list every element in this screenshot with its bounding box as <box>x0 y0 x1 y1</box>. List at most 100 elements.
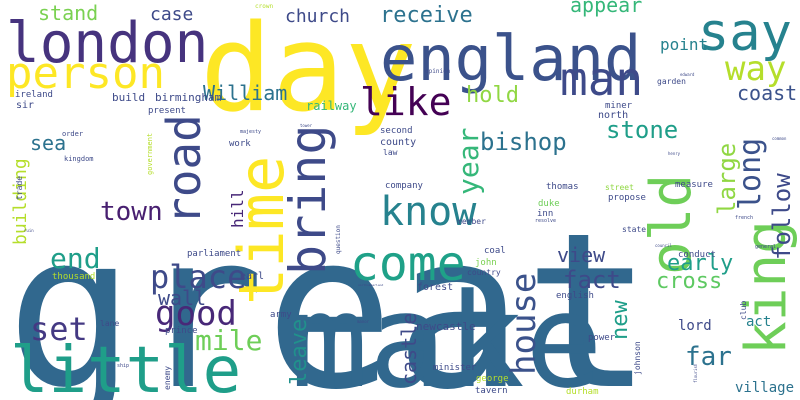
word-act: act <box>746 314 771 330</box>
word-lord: lord <box>678 318 712 334</box>
word-view: view <box>557 243 606 267</box>
word-day: day <box>200 0 417 139</box>
word-company: company <box>385 181 424 191</box>
word-church: church <box>285 6 350 27</box>
word-birmingham: birmingham <box>155 91 222 104</box>
word-johnson: johnson <box>633 341 642 375</box>
word-edward: edward <box>680 72 695 77</box>
word-crown: crown <box>255 3 273 10</box>
word-northumberland: northumberland <box>358 283 383 287</box>
word-good: good <box>155 294 237 334</box>
word-newcastle: newcastle <box>416 320 476 333</box>
word-long: long <box>733 138 768 210</box>
word-law: law <box>383 148 398 157</box>
word-tower: tower <box>300 123 313 128</box>
word-member: member <box>457 217 486 226</box>
word-english: english <box>556 291 594 301</box>
word-club: club <box>739 301 748 320</box>
word-coast: coast <box>737 81 797 105</box>
word-england: england <box>380 22 641 95</box>
word-propose: propose <box>608 193 646 203</box>
word-miner: miner <box>605 101 633 111</box>
word-build: build <box>112 91 145 104</box>
word-opinion: opinion <box>425 68 451 75</box>
word-work: work <box>229 139 251 149</box>
word-state: state <box>622 225 646 234</box>
word-country: country <box>467 268 501 277</box>
word-enemy: enemy <box>163 366 172 390</box>
word-point: point <box>660 35 708 54</box>
word-person: person <box>6 48 165 99</box>
word-duke: duke <box>538 199 560 209</box>
word-year: year <box>452 128 485 195</box>
word-garden: garden <box>657 77 686 86</box>
word-government: government <box>146 133 154 175</box>
word-london: london <box>6 11 208 76</box>
word-inn: inn <box>537 209 553 219</box>
word-minister: minister <box>433 363 477 373</box>
word-make: make <box>290 265 603 400</box>
word-leave: leave <box>287 319 312 385</box>
word-power: power <box>588 333 616 343</box>
word-railway: railway <box>306 99 357 113</box>
word-second: second <box>380 126 413 136</box>
word-case: case <box>150 4 193 25</box>
word-new: new <box>608 300 633 340</box>
word-great: great <box>6 186 653 400</box>
word-thomas: thomas <box>546 182 579 192</box>
word-fact: fact <box>563 266 621 294</box>
word-durham: durham <box>566 387 599 397</box>
word-early: early <box>667 251 733 276</box>
word-bring: bring <box>279 124 337 275</box>
word-like: like <box>360 80 452 124</box>
word-present: present <box>148 106 186 116</box>
word-council: council <box>655 243 672 248</box>
word-bishop: bishop <box>480 128 567 156</box>
word-ruin: ruin <box>24 228 34 233</box>
word-mile: mile <box>195 324 262 357</box>
word-county: county <box>380 137 416 148</box>
word-george: george <box>476 374 509 384</box>
word-receive: receive <box>380 3 473 28</box>
word-order: order <box>62 130 83 138</box>
word-north: north <box>598 110 628 121</box>
word-lane: lane <box>100 319 119 328</box>
word-little: little <box>10 334 241 400</box>
word-say: say <box>698 3 792 63</box>
word-stand: stand <box>38 1 98 25</box>
word-time: time <box>225 156 298 305</box>
word-king: king <box>734 220 799 355</box>
word-thousand: thousand <box>52 272 95 282</box>
word-road: road <box>157 114 211 225</box>
word-flourish: flourish <box>693 363 698 383</box>
word-village: village <box>735 380 794 396</box>
word-manor: manor <box>357 319 370 324</box>
word-cross: cross <box>656 269 722 294</box>
word-large: large <box>713 143 741 215</box>
word-ireland: ireland <box>15 90 53 100</box>
word-conduct: conduct <box>678 250 716 260</box>
word-general: general <box>755 244 776 250</box>
word-resolve: resolve <box>535 218 556 224</box>
word-earl: earl <box>240 271 264 282</box>
word-castle: castle <box>397 313 421 385</box>
word-william: William <box>203 81 287 105</box>
word-man: man <box>560 52 643 106</box>
word-parliament: parliament <box>187 249 241 259</box>
word-far: far <box>685 342 732 372</box>
word-follow: follow <box>768 173 796 260</box>
word-question: question <box>335 225 342 254</box>
word-ship: ship <box>117 363 129 369</box>
word-old: old <box>639 174 704 275</box>
word-french: french <box>735 215 753 221</box>
word-measure: measure <box>675 180 713 190</box>
word-end: end <box>50 242 101 275</box>
word-henry: henry <box>668 151 681 156</box>
word-common: common <box>772 136 787 141</box>
word-set: set <box>30 310 88 348</box>
word-hill: hill <box>228 189 247 228</box>
word-tavern: tavern <box>475 386 508 396</box>
word-wall: wall <box>158 286 206 310</box>
word-way: way <box>725 49 786 89</box>
